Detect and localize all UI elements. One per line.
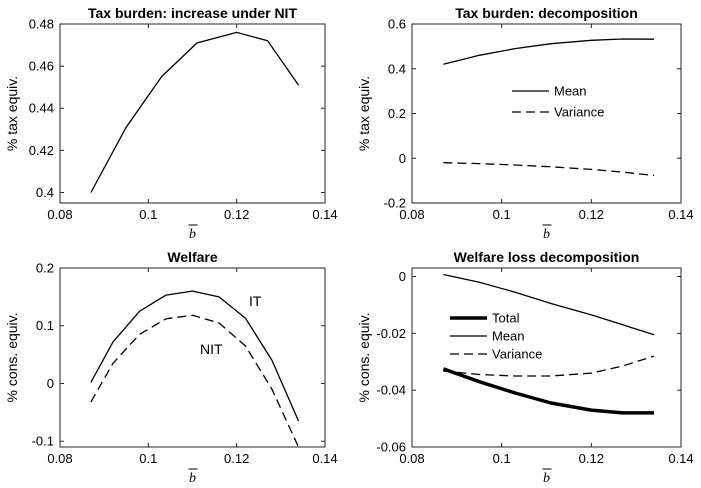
chart-title: Tax burden: decomposition [455, 5, 638, 21]
y-axis-label: % cons. equiv. [4, 312, 20, 402]
legend: Mean Variance [512, 84, 604, 120]
x-tick-label: 0.12 [579, 207, 604, 222]
x-tick-label: 0.14 [312, 207, 337, 222]
x-tick-label: 0.14 [668, 207, 693, 222]
y-tick-label: -0.1 [32, 434, 54, 449]
panel-1: Tax burden: increase under NIT 0.08 0.1 0.1… [4, 5, 338, 242]
panel-4: Welfare loss decomposition 0.08 0.1 0.12 0.1… [356, 249, 694, 486]
x-tick-label: 0.08 [399, 207, 424, 222]
x-tick-label: 0.12 [579, 451, 604, 466]
x-tick-label: 0.12 [224, 451, 249, 466]
y-tick-label: 0.4 [36, 185, 54, 200]
x-axis-label: b [189, 471, 196, 486]
y-tick-label: 0.4 [388, 61, 406, 76]
x-axis-label: b [543, 227, 550, 242]
series-line-variance [443, 355, 655, 377]
chart-title: Welfare loss decomposition [454, 249, 640, 265]
x-tick-label: 0.08 [47, 451, 72, 466]
x-axis-label: b [189, 227, 196, 242]
y-tick-label: -0.06 [376, 440, 406, 455]
panel-3: Welfare 0.08 0.1 0.12 0.14 -0.1 0 0.1 0.2 b % cons… [4, 249, 338, 486]
y-tick-label: 0.48 [29, 17, 54, 32]
series-line-series-1 [90, 31, 300, 193]
y-tick-label: 0.2 [36, 261, 54, 276]
y-tick-label: -0.04 [376, 383, 406, 398]
y-tick-label: 0 [47, 376, 54, 391]
plot-area [59, 23, 326, 204]
y-tick-label: -0.2 [384, 196, 406, 211]
x-tick-label: 0.1 [493, 207, 511, 222]
y-tick-label: 0.46 [29, 59, 54, 74]
annotation-it: IT [249, 293, 262, 309]
y-axis-label: % tax equiv. [356, 76, 372, 151]
y-axis-label: % cons. equiv. [356, 312, 372, 402]
y-axis-label: % tax equiv. [4, 76, 20, 151]
y-tick-label: 0.42 [29, 143, 54, 158]
legend-label: Mean [492, 329, 525, 344]
plot-area [411, 267, 682, 448]
series-line-total [442, 367, 655, 415]
annotation-nit: NIT [200, 341, 223, 357]
x-tick-label: 0.08 [47, 207, 72, 222]
series-line-mean [443, 38, 655, 65]
series-line-nit [90, 314, 300, 448]
series-line-variance [443, 162, 655, 177]
chart-title: Welfare [167, 249, 218, 265]
legend-label: Total [492, 311, 520, 326]
y-tick-label: 0.1 [36, 318, 54, 333]
y-tick-label: -0.02 [376, 326, 406, 341]
x-tick-label: 0.08 [399, 451, 424, 466]
y-tick-label: 0.44 [29, 101, 54, 116]
series-line-mean [443, 273, 655, 336]
legend-label: Variance [492, 347, 542, 362]
y-tick-label: 0 [399, 269, 406, 284]
x-tick-label: 0.14 [668, 451, 693, 466]
x-tick-label: 0.14 [312, 451, 337, 466]
x-tick-label: 0.1 [139, 451, 157, 466]
x-tick-label: 0.1 [493, 451, 511, 466]
series-line-it [90, 290, 300, 422]
y-tick-label: 0.6 [388, 17, 406, 32]
legend: Total Mean Variance [450, 311, 542, 362]
panel-2: Tax burden: decomposition 0.08 0.1 0.12 0.14… [356, 5, 694, 242]
plot-area [411, 23, 682, 204]
legend-label: Variance [554, 105, 604, 120]
x-tick-label: 0.12 [224, 207, 249, 222]
plot-area [59, 267, 326, 448]
chart-title: Tax burden: increase under NIT [88, 5, 297, 21]
x-tick-label: 0.1 [139, 207, 157, 222]
y-tick-label: 0.2 [388, 106, 406, 121]
x-axis-label: b [543, 471, 550, 486]
legend-label: Mean [554, 84, 587, 99]
y-tick-label: 0 [399, 151, 406, 166]
